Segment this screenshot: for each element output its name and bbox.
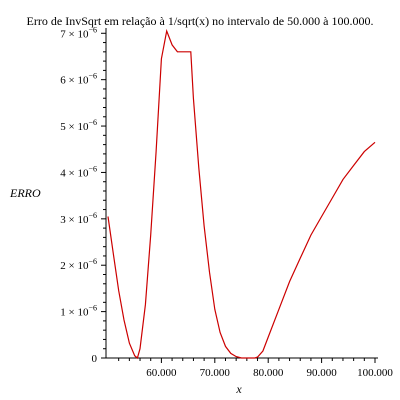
x-axis-label: x bbox=[235, 382, 242, 396]
x-tick-label: 60.000 bbox=[146, 367, 177, 379]
x-tick-label: 70.000 bbox=[200, 367, 231, 379]
y-tick-label: 6 × 10−6 bbox=[60, 72, 97, 87]
y-axis-label: ERRO bbox=[9, 186, 41, 200]
y-tick-label: 0 bbox=[92, 353, 98, 365]
y-tick-label: 4 × 10−6 bbox=[60, 164, 97, 179]
y-tick-label: 2 × 10−6 bbox=[60, 257, 97, 272]
y-tick-label: 1 × 10−6 bbox=[60, 304, 97, 319]
series-line bbox=[107, 28, 376, 360]
x-tick-label: 80.000 bbox=[253, 367, 284, 379]
x-tick-label: 90.000 bbox=[306, 367, 337, 379]
x-tick-label: 100.000 bbox=[357, 367, 393, 379]
chart-title: Erro de InvSqrt em relação à 1/sqrt(x) n… bbox=[27, 14, 374, 28]
x-axis-ticks: 60.000 70.000 80.000 90.000 100.000 bbox=[118, 358, 393, 379]
y-tick-label: 7 × 10−6 bbox=[60, 25, 97, 40]
y-tick-label: 5 × 10−6 bbox=[60, 118, 97, 133]
y-tick-label: 3 × 10−6 bbox=[60, 211, 97, 226]
y-axis-ticks: 0 1 × 10−6 2 × 10−6 3 × 10−6 4 × 10−6 5 × 10−… bbox=[60, 25, 106, 365]
